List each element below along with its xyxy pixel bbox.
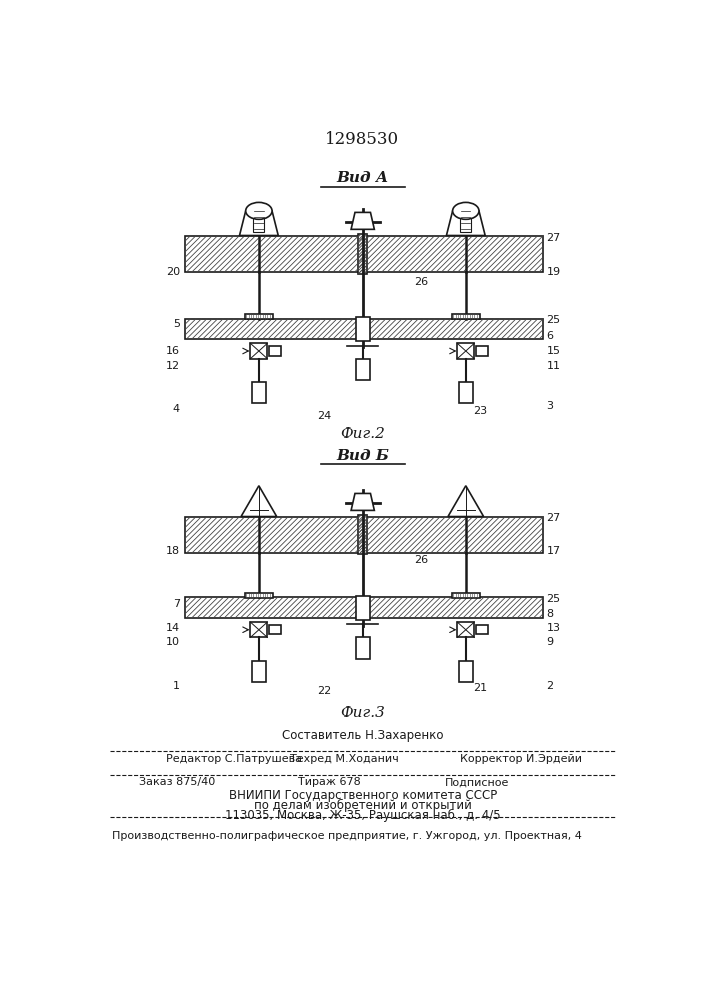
Text: по делам изобретений и открытий: по делам изобретений и открытий: [254, 799, 472, 812]
Text: 12: 12: [165, 361, 180, 371]
Text: 17: 17: [547, 546, 561, 556]
Text: 7: 7: [173, 599, 180, 609]
Text: 19: 19: [547, 267, 561, 277]
Text: 14: 14: [165, 623, 180, 633]
Text: 1: 1: [173, 681, 180, 691]
Ellipse shape: [246, 202, 272, 219]
Text: 26: 26: [414, 277, 428, 287]
Text: 16: 16: [166, 346, 180, 356]
Polygon shape: [240, 211, 279, 235]
Text: 26: 26: [414, 555, 428, 565]
Text: Техред М.Ходанич: Техред М.Ходанич: [290, 754, 399, 764]
Bar: [457, 343, 474, 359]
Bar: [358, 234, 368, 274]
Text: 9: 9: [547, 637, 554, 647]
Bar: [250, 343, 267, 359]
Text: 22: 22: [317, 686, 332, 696]
Text: 13: 13: [547, 623, 561, 633]
Bar: [356, 359, 370, 380]
Bar: [459, 661, 473, 682]
Bar: [252, 661, 266, 682]
Text: Фиг.2: Фиг.2: [340, 427, 385, 441]
Text: Редактор С.Патрушева: Редактор С.Патрушева: [166, 754, 302, 764]
Bar: [356, 317, 370, 341]
Text: 4: 4: [173, 404, 180, 414]
Bar: [457, 622, 474, 637]
Polygon shape: [351, 212, 374, 229]
Bar: [476, 346, 489, 356]
Bar: [459, 382, 473, 403]
Bar: [356, 597, 369, 619]
Bar: [452, 593, 480, 598]
Text: Вид А: Вид А: [337, 171, 389, 185]
Text: Заказ 875/40: Заказ 875/40: [139, 777, 215, 787]
Bar: [245, 593, 273, 598]
Text: Производственно-полиграфическое предприятие, г. Ужгород, ул. Проектная, 4: Производственно-полиграфическое предприя…: [112, 831, 581, 841]
Bar: [250, 622, 267, 637]
Text: 27: 27: [547, 233, 561, 243]
Bar: [185, 597, 543, 618]
Bar: [356, 318, 369, 340]
Polygon shape: [448, 486, 484, 517]
Text: 20: 20: [165, 267, 180, 277]
Text: 3: 3: [547, 401, 554, 411]
Text: 25: 25: [547, 315, 561, 325]
Text: 5: 5: [173, 319, 180, 329]
Text: 11: 11: [547, 361, 561, 371]
Bar: [452, 314, 480, 319]
Bar: [358, 515, 368, 554]
Text: 10: 10: [166, 637, 180, 647]
Ellipse shape: [452, 202, 479, 219]
Text: Вид Б: Вид Б: [337, 449, 389, 463]
Bar: [185, 235, 543, 272]
Text: 27: 27: [547, 513, 561, 523]
Polygon shape: [241, 486, 276, 517]
Text: 24: 24: [317, 411, 332, 421]
Bar: [356, 596, 370, 620]
Text: 21: 21: [473, 683, 487, 693]
Text: Тираж 678: Тираж 678: [298, 777, 361, 787]
Text: 2: 2: [547, 681, 554, 691]
Text: 25: 25: [547, 594, 561, 604]
Bar: [185, 319, 543, 339]
Text: ВНИИПИ Государственного комитета СССР: ВНИИПИ Государственного комитета СССР: [228, 789, 497, 802]
Text: Подписное: Подписное: [445, 777, 509, 787]
Text: Корректор И.Эрдейи: Корректор И.Эрдейи: [460, 754, 583, 764]
Bar: [245, 314, 273, 319]
Text: 6: 6: [547, 331, 554, 341]
Bar: [460, 206, 472, 232]
Polygon shape: [446, 211, 485, 235]
Text: 113035, Москва, Ж-35, Раушская наб., д. 4/5: 113035, Москва, Ж-35, Раушская наб., д. …: [225, 809, 501, 822]
Bar: [356, 637, 370, 659]
Bar: [252, 382, 266, 403]
Text: 18: 18: [165, 546, 180, 556]
Bar: [185, 517, 543, 553]
Text: 8: 8: [547, 609, 554, 619]
Bar: [476, 625, 489, 634]
Bar: [269, 625, 281, 634]
Text: 15: 15: [547, 346, 561, 356]
Polygon shape: [351, 493, 374, 510]
Text: 23: 23: [473, 406, 487, 416]
Bar: [269, 346, 281, 356]
Text: 1298530: 1298530: [325, 131, 399, 148]
Bar: [253, 206, 264, 232]
Text: Фиг.3: Фиг.3: [340, 706, 385, 720]
Text: Составитель Н.Захаренко: Составитель Н.Захаренко: [282, 730, 443, 742]
